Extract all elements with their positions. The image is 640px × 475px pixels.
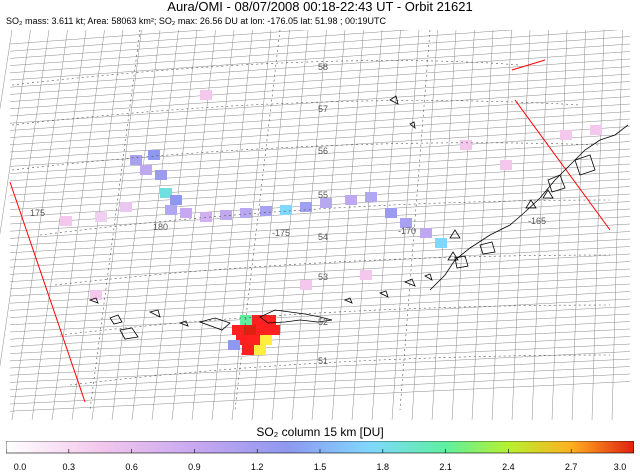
so2-pixel: [345, 195, 357, 205]
so2-pixel: [254, 345, 266, 355]
so2-pixel: [252, 315, 264, 325]
so2-pixel: [360, 270, 372, 280]
map-title: Aura/OMI - 08/07/2008 00:18-22:43 UT - O…: [167, 0, 473, 14]
so2-pixel: [268, 325, 280, 335]
colorbar-tick-label: 0.0: [13, 462, 27, 472]
latitude-label: 57: [318, 104, 328, 114]
latitude-label: 55: [318, 190, 328, 200]
volcano-markers: [447, 189, 554, 261]
domain-edge: [9, 59, 611, 403]
colorbar-tick-label: 0.9: [188, 462, 201, 472]
so2-pixel: [200, 90, 212, 100]
so2-pixel: [240, 208, 252, 218]
so2-pixel: [95, 212, 107, 222]
so2-pixel: [460, 140, 472, 150]
so2-pixel: [280, 205, 292, 215]
so2-pixel: [300, 202, 312, 212]
so2-pixel: [260, 335, 272, 345]
so2-pixel: [300, 280, 312, 290]
latitude-label: 51: [318, 356, 328, 366]
colorbar-title: SO₂ column 15 km [DU]: [256, 425, 384, 439]
so2-pixel: [140, 165, 152, 175]
so2-pixel: [400, 218, 412, 228]
so2-pixel: [148, 150, 160, 160]
colorbar-tick-label: 2.4: [502, 462, 515, 472]
so2-pixel: [590, 125, 602, 135]
so2-pixels: [60, 90, 602, 355]
so2-pixel: [248, 335, 260, 345]
so2-pixel: [365, 192, 377, 202]
latitude-label: 58: [318, 62, 328, 72]
so2-pixel: [236, 335, 248, 345]
latitude-label: 53: [318, 272, 328, 282]
so2-pixel: [385, 208, 397, 218]
latitude-label: 54: [318, 232, 328, 242]
so2-pixel: [170, 195, 182, 205]
latitude-label: 52: [318, 317, 328, 327]
coastline: [88, 95, 629, 340]
so2-pixel: [228, 340, 240, 350]
so2-pixel: [60, 216, 72, 226]
colorbar-tick-label: 0.3: [62, 462, 76, 472]
so2-pixel: [560, 130, 572, 140]
so2-pixel: [320, 198, 332, 208]
longitude-label: 175: [30, 208, 45, 218]
so2-pixel: [435, 238, 447, 248]
so2-pixel: [232, 325, 244, 335]
so2-pixel: [264, 315, 276, 325]
colorbar-tick-label: 0.6: [125, 462, 138, 472]
longitude-labels: 175 180 -175 -170 -165: [30, 208, 546, 238]
so2-pixel: [242, 345, 254, 355]
graticule: [11, 30, 611, 411]
so2-pixel: [130, 155, 142, 165]
colorbar-tick-label: 3.0: [613, 462, 627, 472]
so2-pixel: [500, 160, 512, 170]
colorbar-tick-label: 1.2: [250, 462, 264, 472]
so2-pixel: [200, 212, 212, 222]
so2-pixel: [240, 315, 252, 325]
so2-pixel: [120, 202, 132, 212]
longitude-label: -175: [272, 228, 290, 238]
longitude-label: -165: [528, 216, 546, 226]
so2-pixel: [155, 170, 167, 180]
latitude-labels: 58 57 56 55 54 53 52 51: [318, 62, 328, 366]
so2-pixel: [220, 210, 232, 220]
so2-pixel: [160, 188, 172, 198]
so2-pixel: [260, 206, 272, 216]
so2-pixel: [180, 208, 192, 218]
longitude-label: -170: [398, 226, 416, 236]
latitude-label: 56: [318, 146, 328, 156]
colorbar: [6, 441, 634, 454]
colorbar-tick-label: 2.7: [564, 462, 578, 472]
so2-pixel: [420, 228, 432, 238]
colorbar-tick-label: 2.1: [439, 462, 452, 472]
so2-pixel: [90, 290, 102, 300]
so2-pixel: [165, 205, 177, 215]
so2-pixel: [256, 325, 268, 335]
so2-pixel: [244, 325, 256, 335]
colorbar-tick-label: 1.8: [376, 462, 390, 472]
so2-statistics: SO₂ mass: 3.611 kt; Area: 58063 km²; SO₂…: [6, 16, 387, 26]
longitude-label: 180: [153, 222, 168, 232]
so2-map: 58 57 56 55 54 53 52 51 175 180 -175 -170 -165: [0, 30, 631, 420]
colorbar-tick-label: 1.5: [313, 462, 327, 472]
